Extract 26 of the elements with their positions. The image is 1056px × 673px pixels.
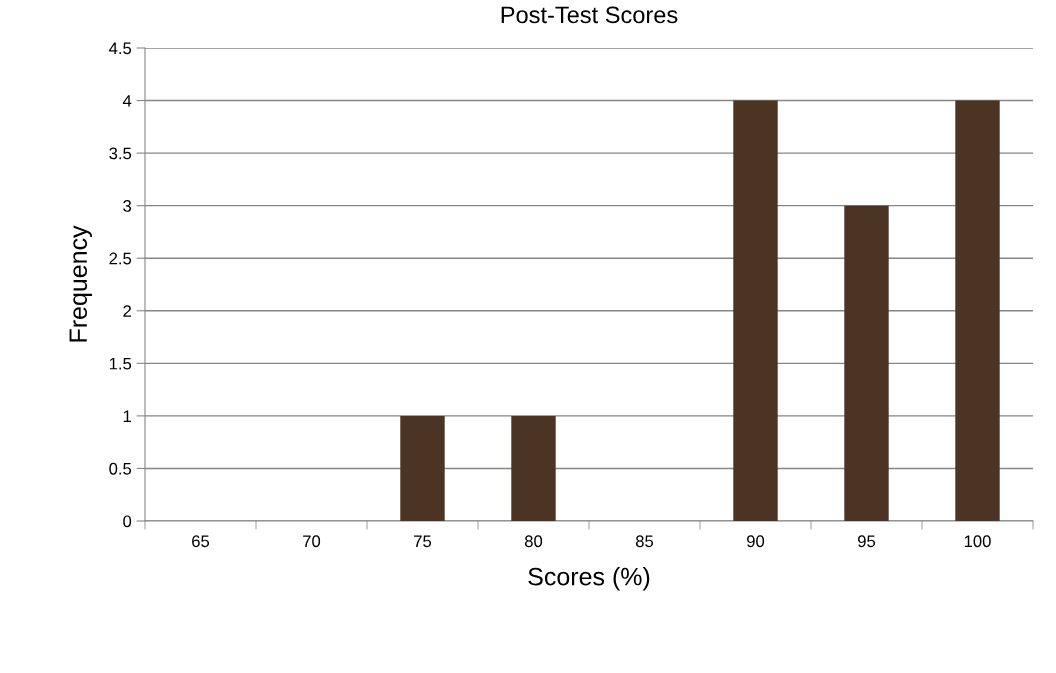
bar	[400, 415, 445, 521]
y-tick-label: 4	[122, 95, 132, 107]
x-tick-label: 75	[414, 535, 432, 548]
y-tick-label: 1.5	[109, 357, 132, 370]
x-tick-label: 90	[747, 535, 765, 548]
x-tick-label: 85	[635, 535, 654, 548]
y-tick-label: 1	[123, 410, 131, 422]
y-tick-label: 2	[123, 305, 131, 317]
x-tick-label: 95	[858, 535, 876, 548]
bar	[955, 100, 1000, 521]
y-tick-label: 0.5	[109, 462, 132, 475]
chart-title: Post-Test Scores	[501, 6, 678, 24]
x-tick-label: 65	[192, 535, 210, 548]
y-tick-label: 0	[123, 515, 132, 528]
y-tick-label: 3	[123, 200, 132, 212]
x-axis-title: Scores (%)	[528, 567, 650, 591]
y-axis-title: Frequency	[69, 225, 92, 342]
bar	[511, 415, 556, 521]
bar	[733, 100, 778, 521]
y-tick-label: 4.5	[109, 42, 132, 55]
x-tick-label: 100	[964, 535, 991, 548]
y-tick-label: 3.5	[109, 147, 132, 160]
bar	[844, 205, 889, 521]
y-tick-label: 2.5	[109, 252, 132, 265]
x-tick-label: 80	[524, 535, 543, 548]
x-tick-label: 70	[303, 535, 321, 548]
